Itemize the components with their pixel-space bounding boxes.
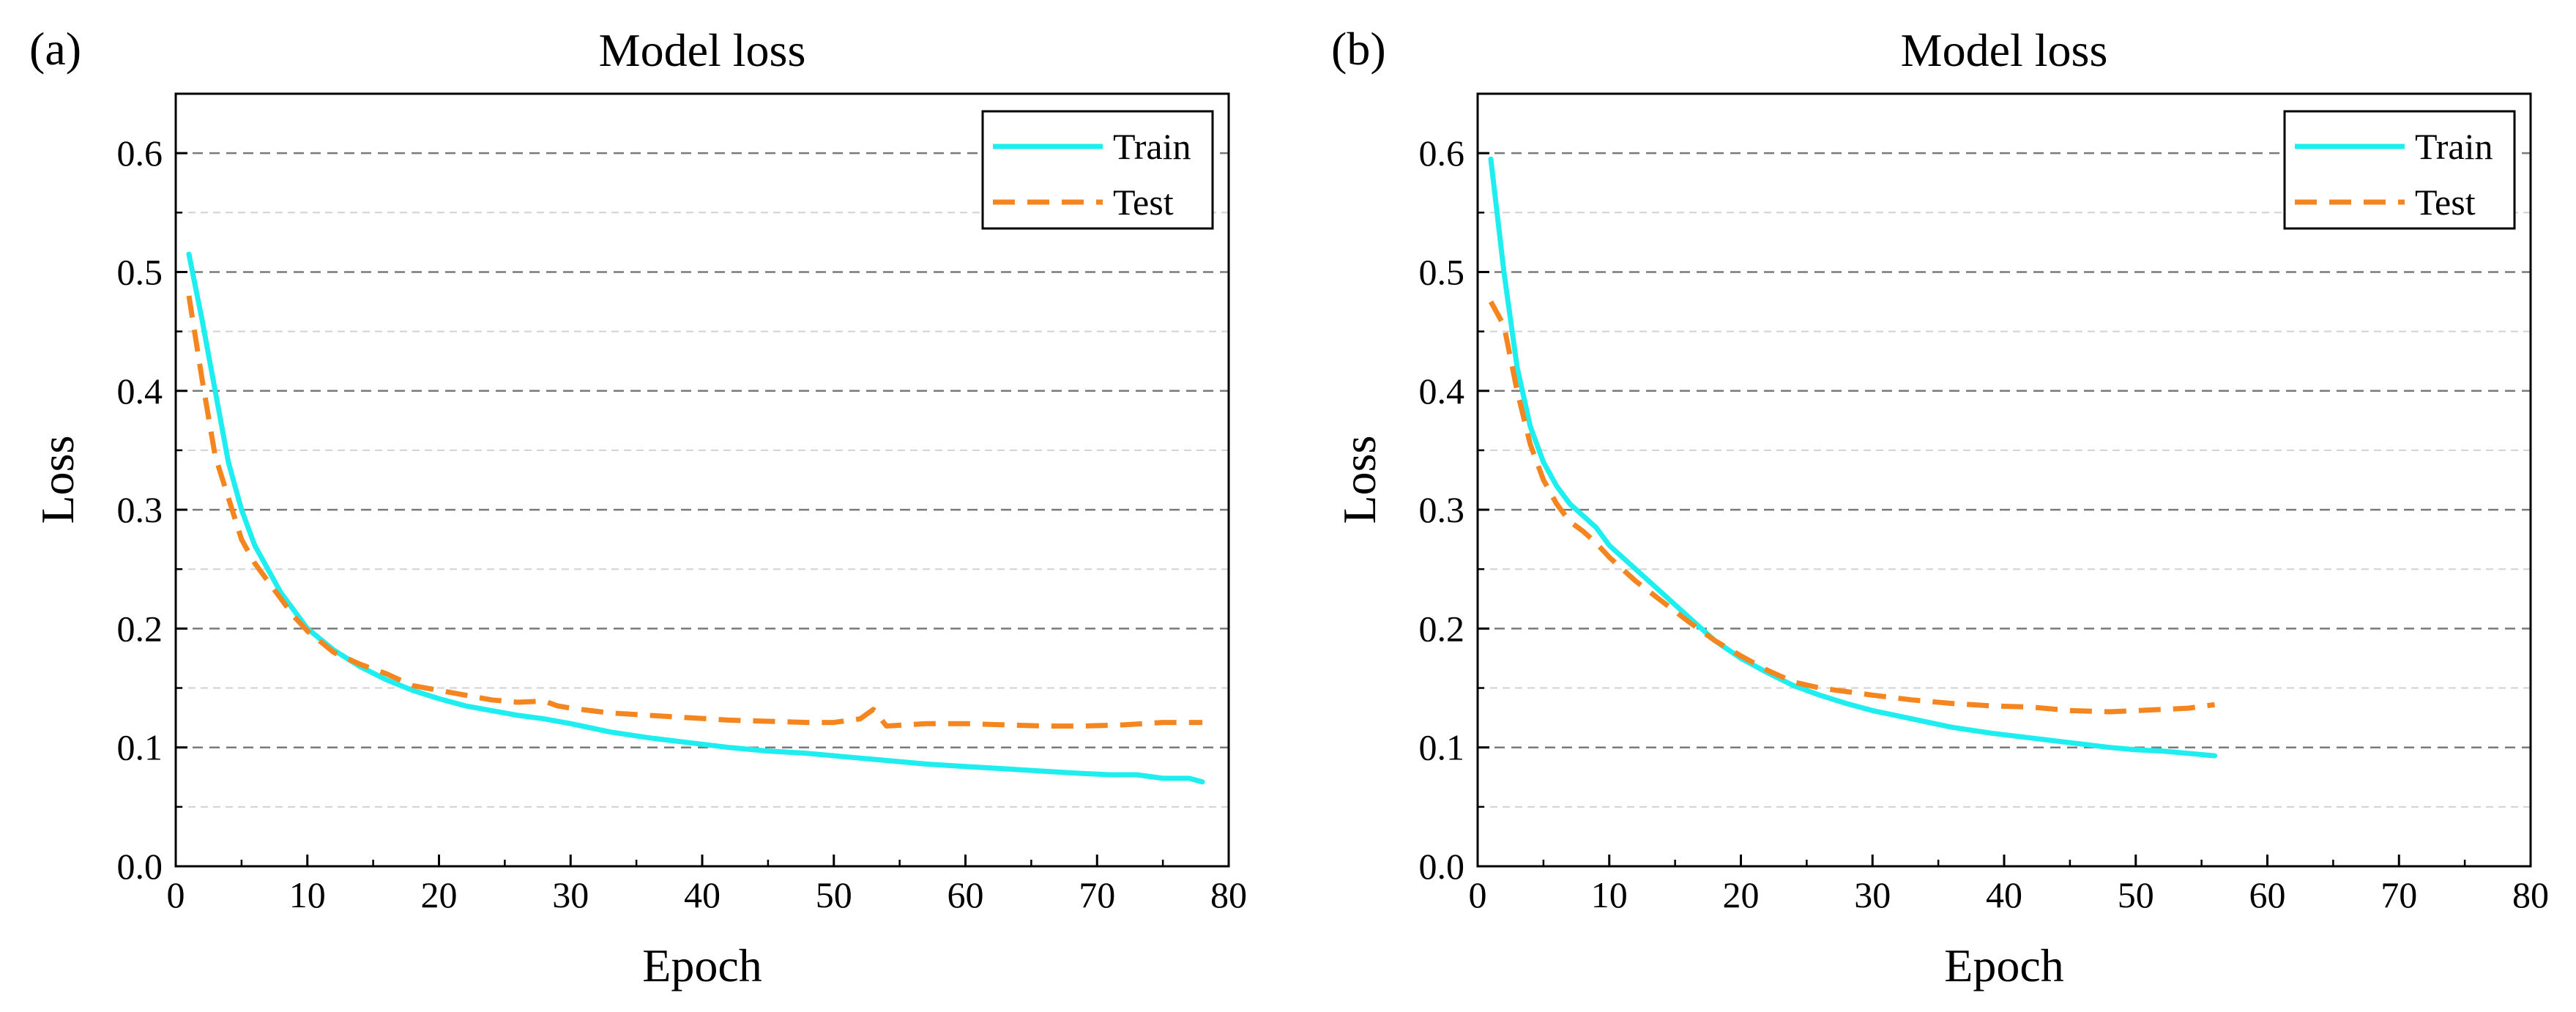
y-axis-label: Loss xyxy=(31,436,83,524)
x-tick-label: 40 xyxy=(684,874,721,915)
grid xyxy=(176,152,1229,808)
legend-label: Test xyxy=(2415,182,2476,223)
x-tick-label: 60 xyxy=(2249,874,2286,915)
series-line-test xyxy=(1488,300,2216,715)
legend-label: Test xyxy=(1113,182,1174,223)
y-tick-label: 0.6 xyxy=(117,133,163,174)
x-tick-label: 0 xyxy=(167,874,185,915)
y-tick-label: 0.3 xyxy=(117,489,163,530)
series-line-train xyxy=(186,251,1205,785)
x-axis-label: Epoch xyxy=(1944,940,2064,991)
legend: Train Test xyxy=(981,110,1214,230)
legend-label: Train xyxy=(1113,126,1191,167)
x-tick-label: 70 xyxy=(2380,874,2417,915)
y-tick-label: 0.5 xyxy=(1419,251,1465,292)
panel-b: (b) Model loss Loss Epoch 0 10 20 30 40 50 60 7… xyxy=(1331,23,2549,991)
x-tick-label: 70 xyxy=(1079,874,1115,915)
y-tick-label: 0.2 xyxy=(117,608,163,649)
x-tick-label: 10 xyxy=(289,874,326,915)
plot-lines xyxy=(186,251,1205,785)
x-tick-label: 20 xyxy=(421,874,458,915)
x-tick-label: 30 xyxy=(552,874,589,915)
chart-title: Model loss xyxy=(599,24,806,76)
x-tick-label: 10 xyxy=(1591,874,1628,915)
plot-lines xyxy=(1488,156,2218,759)
y-tick-label: 0.4 xyxy=(117,371,163,412)
series-line-train xyxy=(1488,156,2218,759)
ticks: 0 10 20 30 40 50 60 70 80 0.0 0.1 0.2 0.3 0.4 0.5 0.6 xyxy=(117,133,1248,915)
legend-box xyxy=(2283,110,2516,230)
y-tick-label: 0.4 xyxy=(1419,371,1465,412)
x-tick-label: 40 xyxy=(1986,874,2022,915)
x-tick-label: 0 xyxy=(1469,874,1487,915)
x-tick-label: 60 xyxy=(948,874,984,915)
y-tick-label: 0.0 xyxy=(117,846,163,887)
panel-label: (b) xyxy=(1331,23,1386,75)
y-tick-label: 0.0 xyxy=(1419,846,1465,887)
x-tick-label: 20 xyxy=(1723,874,1760,915)
x-tick-label: 50 xyxy=(816,874,852,915)
y-tick-label: 0.3 xyxy=(1419,489,1465,530)
x-tick-label: 80 xyxy=(2512,874,2549,915)
y-axis-label: Loss xyxy=(1333,436,1385,524)
legend: Train Test xyxy=(2283,110,2516,230)
series-line-test xyxy=(186,295,1202,729)
chart-title: Model loss xyxy=(1901,24,2108,76)
ticks: 0 10 20 30 40 50 60 70 80 0.0 0.1 0.2 0.3 0.4 0.5 0.6 xyxy=(1419,133,2550,915)
x-tick-label: 30 xyxy=(1854,874,1891,915)
legend-label: Train xyxy=(2415,126,2493,167)
y-tick-label: 0.1 xyxy=(117,727,163,768)
y-tick-label: 0.6 xyxy=(1419,133,1465,174)
x-tick-label: 80 xyxy=(1210,874,1247,915)
legend-box xyxy=(981,110,1214,230)
panel-label: (a) xyxy=(29,23,81,75)
x-axis-label: Epoch xyxy=(642,940,762,991)
panel-a: (a) Model loss Loss Epoch 0 10 20 30 40 50 60 7… xyxy=(29,23,1247,991)
y-tick-label: 0.2 xyxy=(1419,608,1465,649)
y-tick-label: 0.1 xyxy=(1419,727,1465,768)
x-tick-label: 50 xyxy=(2118,874,2154,915)
y-tick-label: 0.5 xyxy=(117,251,163,292)
